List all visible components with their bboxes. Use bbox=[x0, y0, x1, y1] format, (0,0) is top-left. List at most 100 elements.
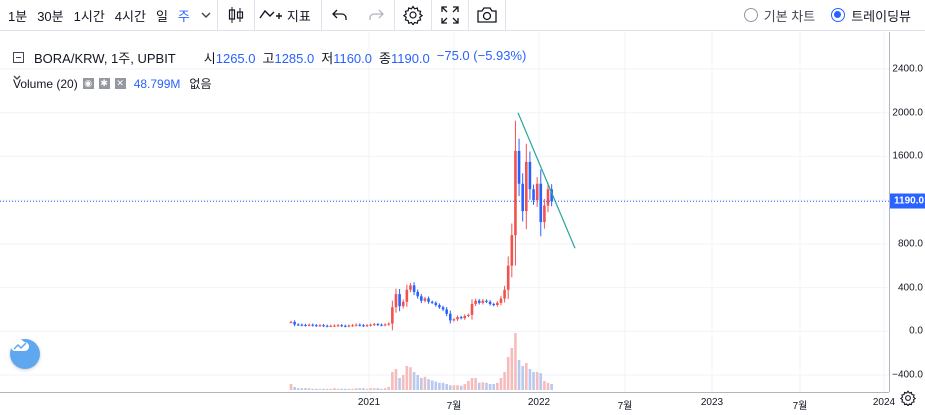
toolbar-divider bbox=[253, 0, 255, 31]
volume-bar bbox=[383, 388, 387, 390]
last-price-label: 1190.0 bbox=[890, 193, 925, 209]
redo-icon[interactable] bbox=[358, 0, 394, 31]
high-label: 고 bbox=[262, 51, 275, 66]
volume-bar bbox=[434, 381, 438, 390]
candlestick-type-icon[interactable] bbox=[218, 0, 254, 31]
candle-body bbox=[398, 294, 401, 307]
volume-dropdown-chevron-icon[interactable] bbox=[13, 75, 21, 80]
volume-bar bbox=[525, 363, 528, 390]
settings-gear-icon[interactable] bbox=[395, 0, 431, 31]
open-label: 시 bbox=[203, 51, 216, 66]
candle-body bbox=[550, 189, 553, 202]
candle-body bbox=[365, 325, 369, 327]
candle-body bbox=[409, 285, 412, 290]
candle-body bbox=[318, 325, 322, 327]
volume-bar bbox=[340, 388, 343, 390]
chart-type-basic-radio[interactable]: 기본 차트 bbox=[736, 0, 823, 31]
candle-body bbox=[412, 285, 416, 292]
indicators-icon bbox=[259, 9, 282, 19]
time-axis-label: 7월 bbox=[792, 401, 808, 412]
candle-body bbox=[532, 189, 535, 201]
candle-body bbox=[420, 296, 423, 301]
candle-body bbox=[307, 324, 311, 326]
time-axis-label: 2022 bbox=[527, 397, 551, 408]
candle-body bbox=[380, 324, 383, 326]
volume-value: 48.799M bbox=[133, 76, 181, 91]
volume-bar bbox=[293, 387, 296, 390]
volume-bar bbox=[304, 388, 307, 390]
price-axis[interactable]: 2400.02000.01600.01200.0800.0400.00.0−40… bbox=[889, 32, 925, 392]
volume-bar bbox=[401, 375, 405, 390]
candle-body bbox=[423, 298, 427, 301]
candle-body bbox=[325, 325, 329, 327]
volume-bar bbox=[445, 384, 448, 390]
volume-bar bbox=[311, 388, 315, 390]
interval-1h[interactable]: 1시간 bbox=[73, 8, 105, 24]
candle-body bbox=[525, 161, 528, 212]
settings-small-icon[interactable]: ✱ bbox=[98, 78, 110, 89]
volume-bar bbox=[506, 357, 510, 390]
candle-body bbox=[383, 324, 387, 326]
volume-bar bbox=[296, 388, 300, 390]
interval-dropdown-chevron-icon[interactable] bbox=[195, 0, 217, 31]
time-axis-label: 2023 bbox=[700, 397, 724, 408]
volume-bar bbox=[448, 385, 452, 390]
change-value: −75.0 (−5.93%) bbox=[436, 48, 527, 63]
volume-indicator-name[interactable]: Volume (20) bbox=[13, 76, 78, 91]
volume-bar bbox=[550, 384, 553, 390]
ohlc-values: 시1265.0 고1285.0 저1160.0 종1190.0 −75.0 (−… bbox=[204, 48, 527, 67]
volume-bar bbox=[423, 376, 427, 390]
candle-body bbox=[517, 150, 521, 184]
candle-body bbox=[470, 303, 474, 315]
candle-body bbox=[351, 325, 354, 327]
volume-bar bbox=[409, 367, 412, 390]
candle-body bbox=[474, 300, 477, 304]
undo-icon[interactable] bbox=[322, 0, 358, 31]
interval-1d[interactable]: 일 bbox=[155, 8, 168, 24]
interval-30m[interactable]: 30분 bbox=[37, 8, 64, 24]
remove-indicator-icon[interactable]: ✕ bbox=[114, 78, 126, 89]
toolbar-divider bbox=[504, 0, 506, 31]
price-chart-canvas[interactable] bbox=[0, 32, 889, 392]
volume-bar bbox=[318, 388, 322, 390]
radio-basic-icon bbox=[743, 8, 758, 22]
candle-body bbox=[354, 324, 358, 326]
candle-body bbox=[510, 235, 514, 266]
close-label: 종 bbox=[379, 51, 391, 66]
volume-bar bbox=[405, 366, 409, 390]
candle-body bbox=[289, 321, 293, 323]
volume-bar bbox=[369, 388, 372, 390]
candle-body bbox=[448, 313, 452, 321]
fullscreen-icon[interactable] bbox=[432, 0, 468, 31]
price-axis-label: −400.0 bbox=[892, 369, 923, 381]
eye-visibility-icon[interactable]: ◉ bbox=[82, 78, 94, 89]
volume-bar bbox=[517, 360, 521, 390]
camera-screenshot-icon[interactable] bbox=[469, 0, 505, 31]
volume-bar bbox=[358, 388, 362, 390]
volume-extra: 없음 bbox=[189, 77, 212, 91]
interval-4h[interactable]: 4시간 bbox=[114, 8, 146, 24]
collapse-legend-icon[interactable] bbox=[13, 52, 24, 63]
interval-1w[interactable]: 주 bbox=[177, 8, 190, 24]
candle-body bbox=[543, 205, 546, 222]
volume-bar bbox=[496, 382, 499, 390]
indicators-button[interactable]: 지표 bbox=[255, 0, 321, 31]
candle-body bbox=[496, 302, 499, 306]
volume-bar bbox=[412, 372, 416, 390]
time-axis-label: 7월 bbox=[446, 401, 462, 412]
tradingview-cloud-logo-icon[interactable] bbox=[10, 339, 40, 369]
chart-pane[interactable]: BORA/KRW, 1주, UPBIT 시1265.0 고1285.0 저116… bbox=[0, 32, 925, 415]
time-axis-label: 7월 bbox=[617, 401, 633, 412]
chart-settings-gear-icon[interactable] bbox=[900, 390, 925, 415]
time-axis[interactable]: 2021 7월 2022 7월 2023 7월 2024 bbox=[0, 392, 895, 415]
chart-type-tradingview-radio[interactable]: 트레이딩뷰 bbox=[823, 0, 925, 31]
price-axis-label: 400.0 bbox=[897, 282, 923, 294]
volume-bar bbox=[543, 381, 546, 390]
chart-type-basic-label: 기본 차트 bbox=[763, 8, 816, 24]
candle-body bbox=[528, 161, 532, 190]
candle-body bbox=[427, 298, 430, 302]
interval-1m[interactable]: 1분 bbox=[8, 8, 28, 24]
candle-body bbox=[401, 301, 405, 307]
candle-body bbox=[521, 183, 524, 212]
volume-bar bbox=[380, 388, 383, 390]
